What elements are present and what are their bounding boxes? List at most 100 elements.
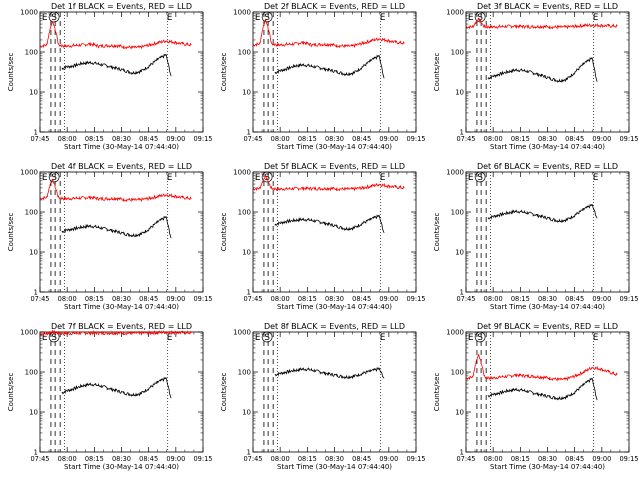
detector-panel-1: Det 1f BLACK = Events, RED = LLD 1 10 100 10… [0, 0, 213, 160]
x-tick-label: 08:15 [298, 135, 317, 143]
chart-svg-8: Det 8f BLACK = Events, RED = LLD 1 10 100 10… [220, 322, 426, 471]
x-tick-label: 08:45 [139, 455, 158, 463]
marker-s: S [477, 173, 483, 183]
marker-e-right: E [167, 13, 173, 23]
marker-s: S [51, 333, 57, 343]
x-tick-label: 08:30 [538, 295, 557, 303]
x-tick-label: 08:00 [271, 135, 290, 143]
series-line-lld [39, 20, 192, 50]
x-tick-label: 08:30 [112, 135, 131, 143]
x-tick-label: 09:00 [379, 135, 398, 143]
detector-panel-4: Det 4f BLACK = Events, RED = LLD 1 10 100 10… [0, 160, 213, 320]
y-tick-label: 1 [34, 449, 38, 457]
marker-e-left: E [468, 13, 474, 23]
x-tick-label: 09:00 [166, 135, 185, 143]
y-tick-label: 10 [455, 249, 464, 257]
x-tick-label: 09:15 [193, 135, 212, 143]
marker-e-left: E [42, 173, 48, 183]
x-tick-label: 08:15 [298, 295, 317, 303]
detector-panel-9: Det 9f BLACK = Events, RED = LLD 1 10 100 10… [426, 320, 639, 480]
x-axis-label: Start Time (30-May-14 07:44:40) [277, 463, 392, 471]
y-tick-label: 1 [247, 129, 251, 137]
series-line-lld [39, 329, 192, 337]
chart-title: Det 2f BLACK = Events, RED = LLD [264, 2, 405, 11]
x-tick-label: 08:45 [565, 135, 584, 143]
x-tick-label: 09:15 [406, 455, 425, 463]
x-tick-label: 07:45 [456, 135, 475, 143]
y-axis-label: Counts/sec [433, 213, 441, 252]
x-tick-label: 09:00 [379, 455, 398, 463]
series-line-events [274, 366, 385, 380]
marker-e-left: E [468, 173, 474, 183]
y-axis-label: Counts/sec [7, 213, 15, 252]
y-axis-label: Counts/sec [220, 53, 228, 92]
marker-e-right: E [593, 13, 599, 23]
marker-s-ring [474, 171, 486, 183]
y-tick-label: 1 [34, 289, 38, 297]
chart-title: Det 3f BLACK = Events, RED = LLD [477, 2, 618, 11]
x-axis-label: Start Time (30-May-14 07:44:40) [490, 463, 605, 471]
marker-s-ring [261, 171, 273, 183]
x-tick-label: 08:15 [85, 295, 104, 303]
marker-e-right: E [380, 173, 386, 183]
chart-title: Det 6f BLACK = Events, RED = LLD [477, 162, 618, 171]
marker-e-left: E [255, 173, 261, 183]
x-tick-label: 09:15 [619, 455, 638, 463]
x-tick-label: 08:15 [85, 135, 104, 143]
chart-svg-5: Det 5f BLACK = Events, RED = LLD 1 10 100 10… [220, 162, 426, 311]
x-tick-label: 09:15 [193, 455, 212, 463]
y-tick-label: 100 [238, 209, 251, 217]
x-tick-label: 08:30 [538, 135, 557, 143]
chart-svg-4: Det 4f BLACK = Events, RED = LLD 1 10 100 10… [7, 162, 213, 311]
x-axis-label: Start Time (30-May-14 07:44:40) [64, 143, 179, 151]
x-tick-label: 08:45 [139, 295, 158, 303]
x-tick-label: 08:30 [538, 455, 557, 463]
x-axis-label: Start Time (30-May-14 07:44:40) [277, 143, 392, 151]
x-tick-label: 08:45 [352, 455, 371, 463]
y-tick-label: 10 [455, 89, 464, 97]
series-line-lld [465, 17, 618, 30]
x-tick-label: 08:00 [484, 135, 503, 143]
y-tick-label: 100 [451, 49, 464, 57]
marker-s-ring [48, 11, 60, 23]
series-line-events [61, 215, 172, 239]
x-axis-label: Start Time (30-May-14 07:44:40) [490, 143, 605, 151]
marker-e-right: E [167, 173, 173, 183]
series-line-lld [465, 353, 618, 382]
x-tick-label: 08:30 [325, 455, 344, 463]
marker-e-right: E [380, 13, 386, 23]
x-axis-label: Start Time (30-May-14 07:44:40) [490, 303, 605, 311]
y-tick-label: 1 [460, 289, 464, 297]
y-axis-label: Counts/sec [7, 373, 15, 412]
x-tick-label: 07:45 [30, 135, 49, 143]
y-tick-label: 1000 [233, 329, 251, 337]
marker-s: S [477, 333, 483, 343]
series-line-events [61, 376, 172, 399]
y-tick-label: 100 [25, 49, 38, 57]
x-tick-label: 09:15 [193, 295, 212, 303]
y-tick-label: 100 [451, 209, 464, 217]
series-line-lld [252, 19, 405, 49]
chart-svg-7: Det 7f BLACK = Events, RED = LLD 1 10 100 10… [7, 322, 213, 471]
x-tick-label: 08:00 [58, 295, 77, 303]
x-tick-label: 07:45 [30, 455, 49, 463]
marker-e-left: E [468, 333, 474, 343]
x-tick-label: 08:15 [298, 455, 317, 463]
series-line-events [61, 53, 172, 77]
x-tick-label: 09:15 [619, 135, 638, 143]
chart-title: Det 1f BLACK = Events, RED = LLD [51, 2, 192, 11]
y-tick-label: 1 [247, 449, 251, 457]
chart-title: Det 8f BLACK = Events, RED = LLD [264, 322, 405, 331]
y-tick-label: 1000 [233, 169, 251, 177]
marker-e-right: E [167, 333, 173, 343]
x-tick-label: 08:45 [565, 295, 584, 303]
chart-svg-1: Det 1f BLACK = Events, RED = LLD 1 10 100 10… [7, 2, 213, 151]
y-tick-label: 1000 [446, 9, 464, 17]
x-tick-label: 07:45 [243, 455, 262, 463]
chart-title: Det 7f BLACK = Events, RED = LLD [51, 322, 192, 331]
chart-title: Det 9f BLACK = Events, RED = LLD [477, 322, 618, 331]
x-tick-label: 08:30 [112, 295, 131, 303]
marker-e-left: E [42, 13, 48, 23]
y-tick-label: 1000 [20, 169, 38, 177]
